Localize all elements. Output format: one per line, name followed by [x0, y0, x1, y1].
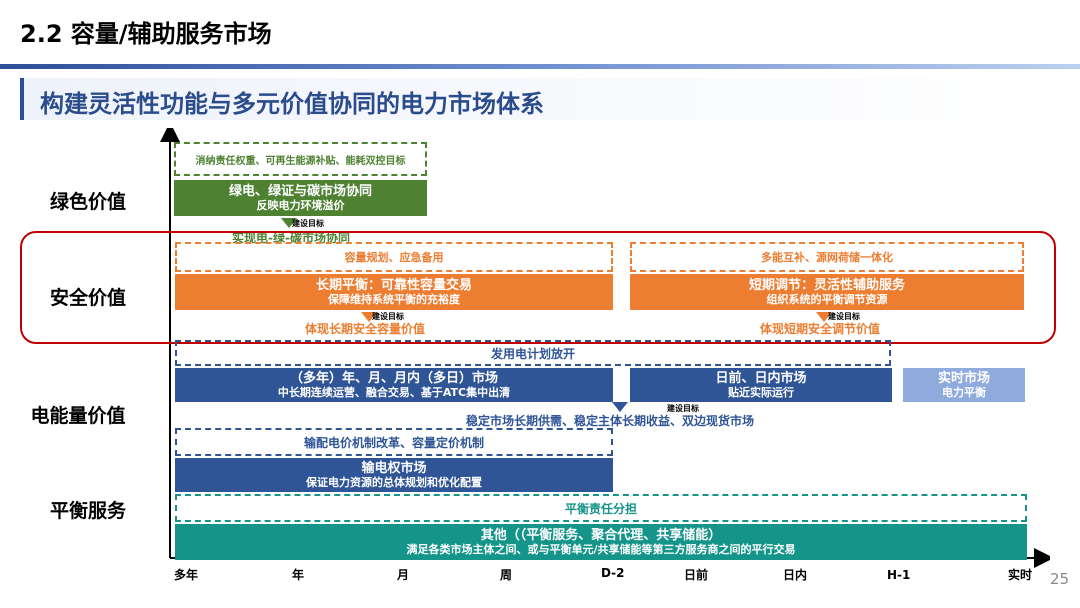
green-result: 实现电-绿-碳市场协同	[232, 231, 350, 245]
energy-mid-solid-box: 日前、日内市场 贴近实际运行	[630, 368, 892, 402]
subtitle-bar	[20, 78, 1080, 120]
green-solid-box: 绿电、绿证与碳市场协同 反映电力环境溢价	[174, 180, 427, 216]
x-tick-label: 多年	[174, 568, 199, 582]
row-label-safety: 安全价值	[49, 287, 126, 309]
x-tick-label: 周	[500, 568, 513, 582]
safety-left-sub: 保障维持系统平衡的充裕度	[328, 293, 460, 307]
safety-right-arrow-label: 建设目标	[828, 312, 860, 321]
safety-right-result: 体现短期安全调节价值	[760, 322, 881, 336]
energy-left-solid-box: （多年）年、月、月内（多日）市场 中长期连续运营、融合交易、基于ATC集中出清	[175, 368, 613, 402]
x-tick-label: 日内	[783, 568, 808, 582]
transmission-main: 输电权市场	[361, 460, 427, 476]
balance-sub: 满足各类市场主体之间、或与平衡单元/共享储能等第三方服务商之间的平行交易	[406, 543, 796, 557]
x-tick-label: D-2	[601, 566, 625, 580]
safety-left-down-arrow-icon	[361, 312, 377, 322]
x-tick-label: 实时	[1008, 568, 1033, 582]
balance-dashed-box: 平衡责任分担	[175, 494, 1027, 522]
subtitle: 构建灵活性功能与多元价值协同的电力市场体系	[40, 90, 544, 118]
page-number: 25	[1050, 570, 1070, 588]
green-dashed-box: 消纳责任权重、可再生能源补贴、能耗双控目标	[174, 142, 427, 176]
energy-mid-sub: 贴近实际运行	[728, 386, 794, 400]
title-underline	[0, 64, 1080, 69]
balance-solid-box: 其他（（平衡服务、聚合代理、共享储能） 满足各类市场主体之间、或与平衡单元/共享…	[175, 524, 1027, 560]
safety-right-dashed-box: 多能互补、源网荷储一体化	[630, 242, 1024, 272]
safety-left-solid-box: 长期平衡：可靠性容量交易 保障维持系统平衡的充裕度	[175, 274, 613, 310]
safety-left-result: 体现长期安全容量价值	[305, 322, 426, 336]
safety-frame	[20, 231, 1056, 344]
x-tick-label: 月	[397, 568, 410, 582]
row-label-energy: 电能量价值	[30, 405, 126, 427]
green-down-arrow-icon	[281, 218, 297, 228]
page-title: 2.2 容量/辅助服务市场	[20, 20, 272, 48]
energy-down-arrow-icon	[612, 402, 628, 412]
energy-right-main: 实时市场	[937, 370, 990, 386]
green-box-sub: 反映电力环境溢价	[256, 199, 345, 213]
x-tick-label: 日前	[684, 568, 709, 582]
safety-left-dashed-box: 容量规划、应急备用	[175, 242, 613, 272]
safety-left-arrow-label: 建设目标	[372, 312, 404, 321]
safety-right-solid-box: 短期调节：灵活性辅助服务 组织系统的平衡调节资源	[630, 274, 1024, 310]
energy-arrow-label: 建设目标	[667, 404, 699, 413]
energy-right-solid-box: 实时市场 电力平衡	[903, 368, 1025, 402]
energy-left-sub: 中长期连续运营、融合交易、基于ATC集中出清	[277, 386, 511, 400]
x-tick-label: 年	[292, 568, 305, 582]
safety-right-main: 短期调节：灵活性辅助服务	[748, 277, 905, 293]
row-label-balance: 平衡服务	[49, 500, 126, 522]
green-box-main: 绿电、绿证与碳市场协同	[228, 183, 372, 199]
balance-main: 其他（（平衡服务、聚合代理、共享储能）	[480, 527, 722, 543]
transmission-rights-box: 输电权市场 保证电力资源的总体规划和优化配置	[175, 458, 613, 492]
energy-mid-main: 日前、日内市场	[715, 370, 807, 386]
energy-left-main: （多年）年、月、月内（多日）市场	[289, 370, 498, 386]
green-arrow-label: 建设目标	[292, 219, 324, 228]
energy-bottom-dashed-box: 输配电价机制改革、容量定价机制	[175, 428, 613, 456]
energy-result: 稳定市场长期供需、稳定主体长期收益、双边现货市场	[466, 414, 755, 428]
x-tick-label: H-1	[887, 568, 911, 582]
energy-right-sub: 电力平衡	[942, 386, 986, 400]
transmission-sub: 保证电力资源的总体规划和优化配置	[306, 476, 482, 490]
row-label-green: 绿色价值	[49, 191, 126, 213]
safety-left-main: 长期平衡：可靠性容量交易	[315, 277, 472, 293]
safety-right-sub: 组织系统的平衡调节资源	[766, 293, 888, 307]
energy-top-dashed-box: 发用电计划放开	[175, 340, 891, 366]
safety-right-down-arrow-icon	[816, 312, 832, 322]
